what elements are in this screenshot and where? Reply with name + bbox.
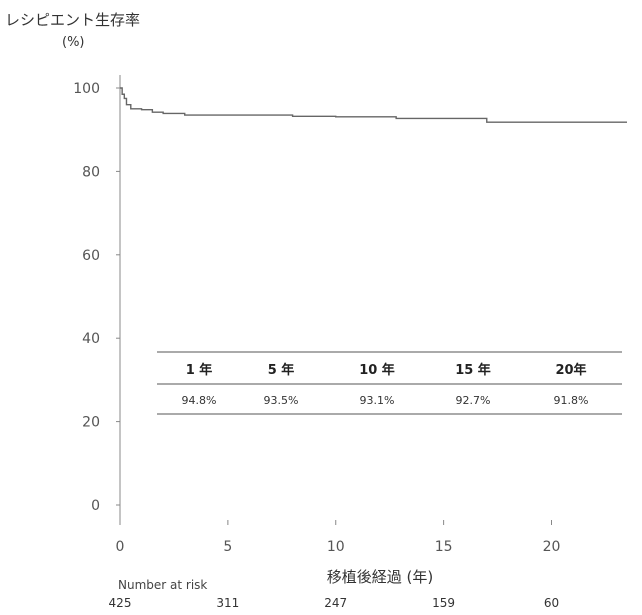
x-tick-label-4: 20 — [543, 539, 561, 555]
table-header-0: 1 年 — [186, 362, 213, 378]
table-value-3: 92.7% — [456, 394, 491, 407]
risk-value-3: 159 — [432, 596, 455, 610]
table-value-2: 93.1% — [360, 394, 395, 407]
x-tick-label-0: 0 — [116, 539, 125, 555]
risk-value-1: 311 — [216, 596, 239, 610]
survival-table: 1 年 5 年 10 年 15 年 20年 94.8% 93.5% 93.1% 92.7% 91.… — [157, 351, 622, 415]
y-ticks: 0 20 40 60 80 100 — [73, 81, 120, 514]
y-tick-label-3: 60 — [82, 248, 100, 264]
risk-value-4: 60 — [544, 596, 559, 610]
y-tick-label-2: 40 — [82, 331, 100, 347]
number-at-risk-values: 425 311 247 159 60 — [109, 596, 560, 610]
number-at-risk-label: Number at risk — [118, 578, 207, 592]
series-line-0 — [120, 87, 627, 123]
table-header-4: 20年 — [555, 362, 586, 378]
x-tick-label-3: 15 — [435, 539, 453, 555]
table-header-2: 10 年 — [359, 362, 395, 378]
y-tick-label-5: 100 — [73, 81, 100, 97]
y-tick-label-4: 80 — [82, 164, 100, 180]
risk-value-0: 425 — [109, 596, 132, 610]
x-axis-label: 移植後経過 (年) — [327, 568, 433, 586]
table-value-0: 94.8% — [182, 394, 217, 407]
table-value-4: 91.8% — [554, 394, 589, 407]
x-tick-label-1: 5 — [223, 539, 232, 555]
table-header-3: 15 年 — [455, 362, 491, 378]
y-tick-label-1: 20 — [82, 415, 100, 431]
table-header-1: 5 年 — [268, 362, 295, 378]
y-tick-label-0: 0 — [91, 498, 100, 514]
table-value-1: 93.5% — [264, 394, 299, 407]
y-axis-unit: (%) — [62, 35, 85, 50]
x-tick-label-2: 10 — [327, 539, 345, 555]
x-ticks: 0 5 10 15 20 — [116, 520, 561, 555]
risk-value-2: 247 — [324, 596, 347, 610]
y-axis-label: レシピエント生存率 — [5, 11, 140, 29]
series-group — [120, 87, 627, 123]
